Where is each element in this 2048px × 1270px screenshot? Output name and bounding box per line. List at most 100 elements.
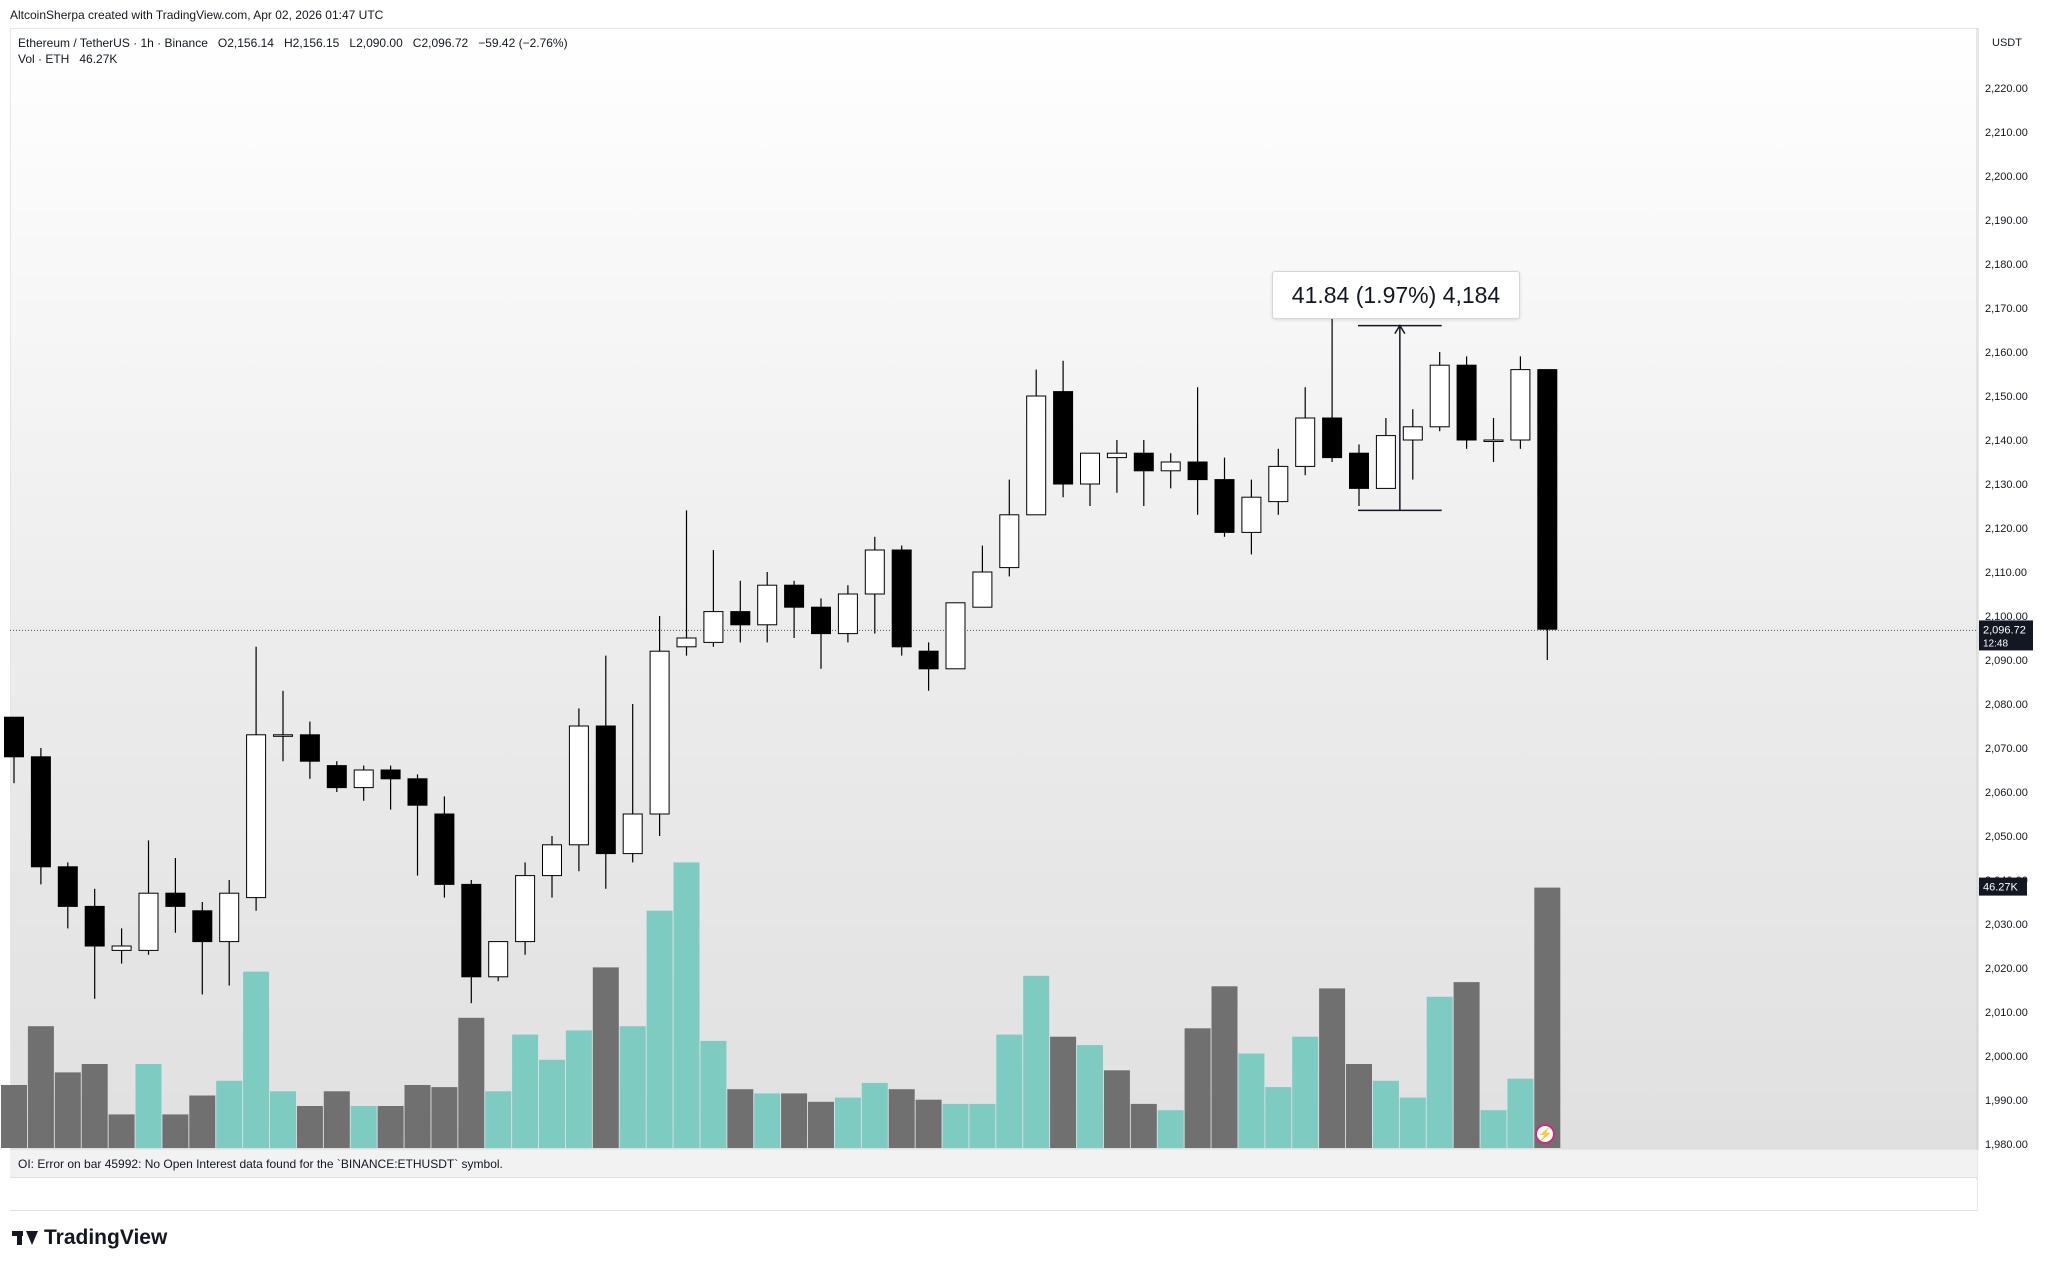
candle [408,774,427,875]
volume-bar [700,1041,726,1148]
candle-body [1376,436,1395,489]
candle [139,840,158,954]
candle-body [516,876,535,942]
volume-bar [243,972,269,1148]
candle-body [973,572,992,607]
price-tick-label: 2,090.00 [1985,655,2028,667]
candle [946,603,965,669]
volume-bar [1185,1028,1211,1148]
volume-bar [270,1091,296,1148]
candle [543,836,562,898]
volume-bar [674,862,700,1148]
price-tick-label: 2,010.00 [1985,1007,2028,1019]
price-tick-label: 2,130.00 [1985,479,2028,491]
candle [1350,444,1369,506]
volume-bar [297,1106,323,1148]
candle-body [838,594,857,634]
volume-bar [1534,888,1560,1148]
volume-bar [835,1098,861,1148]
bar-countdown: 12:48 [1983,638,2008,649]
candle [516,862,535,954]
volume-bar [593,967,619,1148]
candle [31,748,50,884]
candle [569,708,588,871]
candle-body [1403,427,1422,440]
volume-bar [136,1064,162,1148]
candle [1484,418,1503,462]
candle-body [569,726,588,845]
candle-body [193,911,212,942]
candle-body [1269,466,1288,501]
candle [1161,453,1180,488]
measure-tooltip: 41.84 (1.97%) 4,184 [1272,271,1520,319]
candle [489,942,508,982]
open-interest-error: OI: Error on bar 45992: No Open Interest… [10,1150,1977,1178]
candle-body [354,770,373,788]
candle-body [381,770,400,779]
volume-bar [1212,986,1238,1148]
candle [1430,352,1449,431]
volume-bar [1023,976,1049,1148]
price-tick-label: 2,180.00 [1985,259,2028,271]
price-tick-label: 2,140.00 [1985,435,2028,447]
price-tick-label: 2,200.00 [1985,171,2028,183]
candle-body [5,717,24,757]
candle [1107,440,1126,493]
candle-body [1296,418,1315,466]
candle [785,581,804,638]
candle-body [408,779,427,805]
candle-body [489,942,508,977]
time-axis[interactable] [10,1180,1977,1211]
candle-body [1134,453,1153,471]
candle [462,880,481,1003]
volume-bar [431,1087,457,1148]
candle [892,546,911,656]
volume-bar [647,911,673,1148]
candle-body [1350,453,1369,488]
volume-bar [1131,1104,1157,1148]
price-tick-label: 2,110.00 [1985,567,2027,579]
candle [1027,370,1046,515]
candle-body [435,814,454,884]
price-tick-label: 2,120.00 [1985,523,2028,535]
volume-bar [162,1114,188,1148]
volume-bar [889,1089,915,1148]
candle [327,761,346,792]
candle-body [462,884,481,976]
candle-body [1027,396,1046,515]
volume-bar [1265,1087,1291,1148]
price-tick-label: 1,980.00 [1985,1139,2028,1151]
candle-body [812,607,831,633]
candle [1215,458,1234,537]
candle [758,572,777,642]
candle [85,889,104,999]
volume-bar [109,1114,135,1148]
candle-body [1054,392,1073,484]
lightning-icon[interactable]: ⚡ [1535,1124,1555,1144]
candle-body [1430,365,1449,427]
volume-bar [512,1035,538,1148]
candle-body [731,612,750,625]
candle-body [166,893,185,906]
volume-bar [1050,1037,1076,1148]
candle-body [650,651,669,814]
candle-body [596,726,615,854]
volume-bar [862,1083,888,1148]
candle [677,510,696,655]
candle-body [1457,365,1476,440]
candle [1511,356,1530,448]
volume-tag-value: 46.27K [1983,882,2019,894]
candle-body [58,867,77,907]
candle [354,766,373,801]
volume-bar [1400,1098,1426,1148]
footer-brand: TradingView [12,1226,167,1250]
price-tick-label: 2,170.00 [1985,303,2028,315]
candle-body [31,757,50,867]
candle-body [300,735,319,761]
price-tick-label: 2,070.00 [1985,743,2028,755]
candle-body [1511,370,1530,440]
candle [1000,480,1019,577]
candle [1134,440,1153,506]
candle-series [5,317,1557,1003]
